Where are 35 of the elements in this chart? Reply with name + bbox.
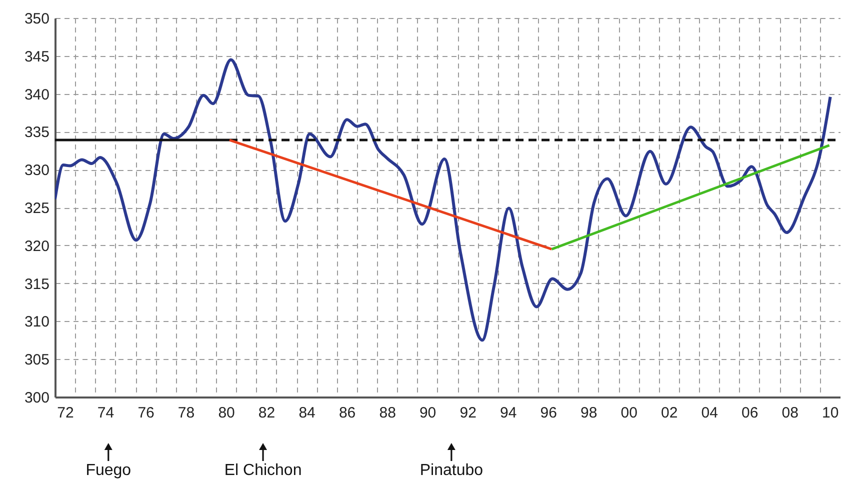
x-tick-label: 02 — [660, 404, 678, 422]
text: El Chichon — [224, 462, 302, 479]
x-tick-label: 80 — [218, 404, 235, 422]
x-tick-label: 86 — [338, 404, 356, 422]
x-tick-label: 06 — [742, 404, 758, 422]
x-tick-label: 76 — [138, 404, 154, 422]
text: Pinatubo — [420, 462, 484, 479]
x-tick-label: 94 — [500, 404, 517, 422]
y-tick-label: 315 — [24, 276, 50, 293]
x-tick-label: 84 — [298, 404, 316, 422]
x-tick-label: 74 — [97, 404, 114, 422]
x-tick-label: 92 — [460, 404, 476, 422]
y-tick-label: 325 — [24, 200, 50, 217]
x-tick-label: 88 — [379, 404, 396, 422]
x-tick-label: 98 — [580, 404, 598, 422]
y-tick-label: 345 — [24, 48, 50, 66]
y-tick-label: 300 — [24, 390, 50, 406]
y-tick-label: 320 — [24, 238, 50, 255]
x-tick-label: 82 — [258, 404, 276, 422]
x-tick-label: 72 — [57, 404, 74, 422]
y-tick-label: 340 — [24, 86, 50, 104]
x-tick-label: 96 — [540, 404, 557, 422]
x-tick-label: 90 — [419, 404, 436, 422]
y-tick-label: 335 — [24, 124, 50, 142]
x-tick-label: 08 — [782, 404, 798, 422]
x-tick-label: 78 — [178, 404, 195, 422]
x-tick-label: 00 — [620, 404, 638, 422]
y-tick-label: 305 — [24, 352, 50, 369]
y-tick-label: 350 — [24, 10, 50, 28]
y-tick-label: 310 — [24, 314, 50, 331]
y-tick-label: 330 — [24, 162, 50, 180]
x-tick-label: 10 — [822, 404, 839, 422]
line-series — [55, 58, 832, 342]
x-tick-label: 04 — [701, 404, 718, 422]
text: Fuego — [86, 462, 132, 479]
